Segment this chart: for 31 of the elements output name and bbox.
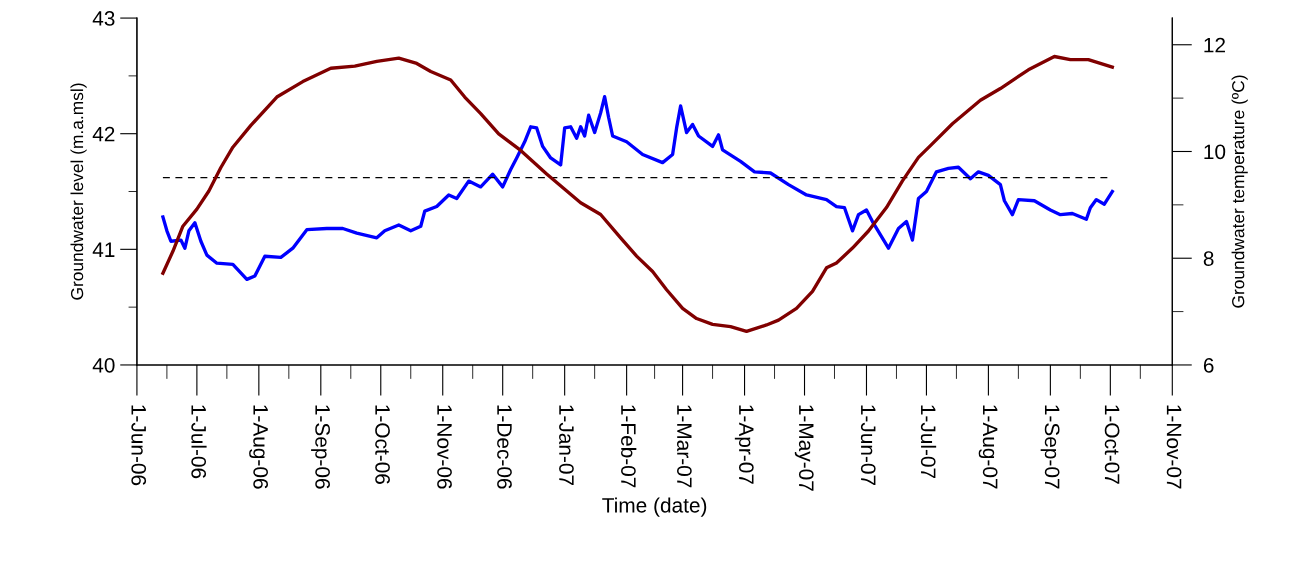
x-tick-label: 1-Sep-06 [311, 405, 330, 489]
x-tick-label: 1-Mar-07 [677, 405, 692, 488]
x-axis-title: Time (date) [602, 497, 707, 517]
y-axis-title: Groundwater level (m.a.msl) [70, 83, 87, 300]
y2-tick-label: 8 [1203, 251, 1214, 266]
x-tick-label: 1-May-07 [794, 405, 814, 491]
x-tick-label: 1-Jan-07 [559, 405, 574, 486]
x-tick-label: 1-Sep-07 [1040, 405, 1060, 489]
line-series [161, 54, 1114, 334]
y-tick-label: 40 [92, 357, 115, 373]
y-tick-label: 41 [92, 242, 115, 257]
y2-tick-label: 12 [1204, 37, 1225, 53]
y2-tick-label: 10 [1204, 144, 1226, 160]
line-series [161, 95, 1114, 282]
x-tick-label: 1-Jun-07 [860, 405, 876, 486]
x-tick-label: 1-Jul-06 [191, 405, 207, 479]
x-tick-label: 1-Feb-07 [621, 405, 637, 488]
x-tick-label: 1-Aug-06 [249, 405, 269, 489]
x-tick-label: 1-Aug-07 [978, 405, 998, 489]
y2-tick-label: 6 [1203, 357, 1214, 373]
x-tick-label: 1-Dec-06 [497, 405, 512, 489]
x-tick-label: 1-Jun-06 [131, 405, 147, 486]
x-tick-label: 1-Nov-06 [437, 405, 452, 489]
y-tick-label: 43 [92, 11, 115, 26]
x-tick-label: 1-Apr-07 [734, 405, 754, 484]
x-tick-label: 1-Jul-07 [920, 405, 937, 479]
y-tick-label: 42 [92, 126, 115, 142]
x-tick-label: 1-Oct-07 [1104, 405, 1120, 484]
y2-axis-title: Groundwater temperature (ºC) [1231, 75, 1248, 308]
x-tick-label: 1-Oct-06 [375, 405, 390, 484]
x-tick-label: 1-Nov-07 [1166, 405, 1182, 489]
